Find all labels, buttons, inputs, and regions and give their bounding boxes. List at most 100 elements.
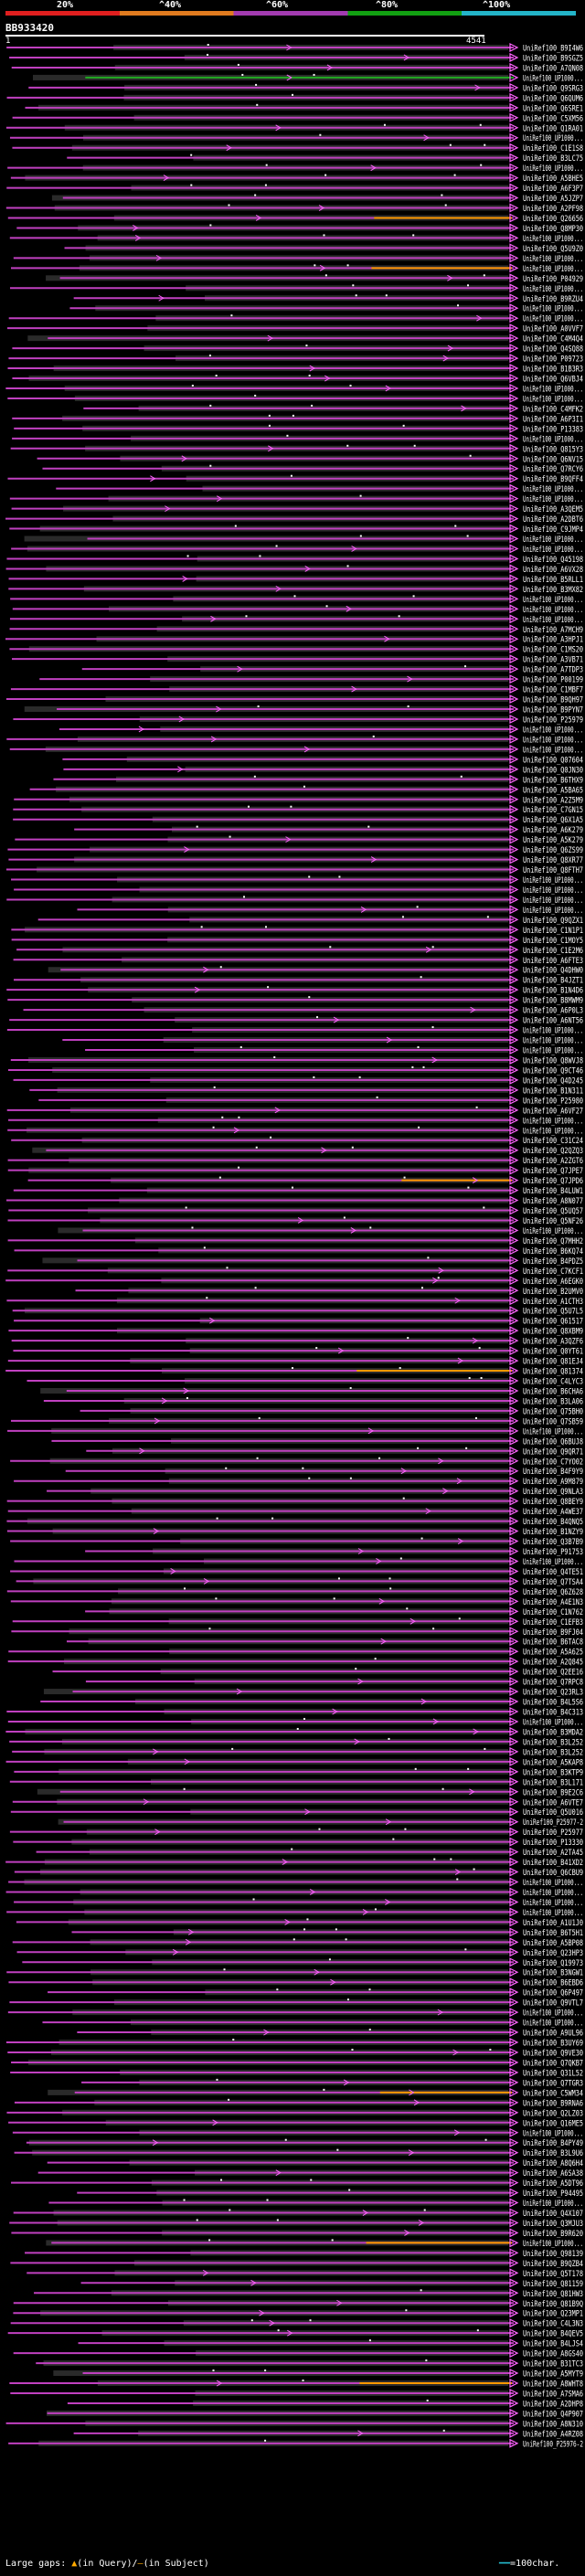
hit-row[interactable]: UniRef100_A2Q845: [7, 1657, 583, 1668]
hit-row[interactable]: UniRef100_Q5U016: [10, 1807, 583, 1818]
hit-row[interactable]: UniRef100_Q2EE16: [52, 1667, 583, 1678]
hit-row[interactable]: UniRef100_UP1000...: [14, 885, 583, 896]
hit-row[interactable]: UniRef100_UP1000...: [7, 163, 583, 175]
hit-row[interactable]: UniRef100_B1B3R3: [7, 364, 583, 375]
hit-row[interactable]: UniRef100_UP1000...: [6, 1907, 583, 1918]
hit-row[interactable]: UniRef100_Q5UQ57: [8, 1205, 583, 1217]
hit-row[interactable]: UniRef100_UP1000...: [9, 233, 583, 244]
hit-row[interactable]: UniRef100_Q6X1A5: [13, 814, 583, 826]
hit-row[interactable]: UniRef100_Q7TSA4: [16, 1576, 583, 1587]
hit-row[interactable]: UniRef100_Q4D245: [13, 1075, 583, 1087]
hit-row[interactable]: UniRef100_UP1000...: [56, 483, 583, 495]
hit-row[interactable]: UniRef100_P25977: [9, 1827, 583, 1839]
hit-row[interactable]: UniRef100_A6VX28: [5, 564, 583, 575]
hit-row[interactable]: UniRef100_Q45198: [6, 554, 583, 565]
hit-row[interactable]: UniRef100_A6SA38: [37, 2168, 583, 2179]
hit-row[interactable]: UniRef100_C4M4Q4: [27, 334, 583, 345]
hit-row[interactable]: UniRef100_A1CTH3: [6, 1296, 583, 1307]
hit-row[interactable]: UniRef100_A7QN08: [11, 62, 583, 74]
hit-row[interactable]: UniRef100_Q6CBU9: [14, 1867, 583, 1879]
hit-row[interactable]: UniRef100_Q7RCY6: [42, 463, 583, 475]
hit-row[interactable]: UniRef100_Q6SRE1: [25, 102, 583, 114]
hit-row[interactable]: UniRef100_UP1000...: [9, 614, 583, 625]
hit-row[interactable]: UniRef100_UP1000...: [14, 1897, 583, 1908]
hit-row[interactable]: UniRef100_A6F3P7: [6, 183, 583, 195]
hit-row[interactable]: UniRef100_B6CHA6: [40, 1386, 583, 1397]
hit-row[interactable]: UniRef100_Q6BUJ8: [51, 1436, 583, 1447]
hit-row[interactable]: UniRef100_A5JZP7: [51, 193, 583, 205]
hit-row[interactable]: UniRef100_P25979: [13, 715, 583, 726]
hit-row[interactable]: UniRef100_UP1000...: [11, 544, 583, 556]
hit-row[interactable]: UniRef100_A1U1J0: [16, 1917, 583, 1928]
hit-row[interactable]: UniRef100_UP1000...: [9, 133, 583, 144]
hit-row[interactable]: UniRef100_A5A625: [8, 1647, 583, 1658]
hit-row[interactable]: UniRef100_C31C24: [11, 1135, 583, 1147]
hit-row[interactable]: UniRef100_A8GS40: [13, 2348, 583, 2359]
hit-row[interactable]: UniRef100_A6P3I1: [12, 413, 583, 425]
hit-row[interactable]: UniRef100_B3MX82: [8, 584, 583, 595]
hit-row[interactable]: UniRef100_B9PYN7: [24, 705, 583, 716]
hit-row[interactable]: UniRef100_A6P0L3: [23, 1005, 583, 1016]
hit-row[interactable]: UniRef100_Q81EJ4: [7, 1356, 583, 1367]
hit-row[interactable]: UniRef100_P13383: [14, 423, 583, 435]
hit-row[interactable]: UniRef100_Q8XR77: [8, 854, 583, 866]
hit-row[interactable]: UniRef100_Q0JN30: [63, 764, 583, 776]
hit-row[interactable]: UniRef100_A6NT56: [9, 1015, 583, 1026]
hit-row[interactable]: UniRef100_B4LUW1: [13, 1185, 583, 1197]
hit-row[interactable]: UniRef100_A7SMA6: [10, 2389, 583, 2400]
hit-row[interactable]: UniRef100_Q3B7B9: [10, 1536, 583, 1548]
hit-row[interactable]: UniRef100_UP1000...: [12, 2127, 583, 2139]
hit-row[interactable]: UniRef100_Q7JPD6: [27, 1175, 583, 1187]
hit-row[interactable]: UniRef100_A4RZ08: [73, 2428, 583, 2440]
hit-row[interactable]: UniRef100_A5KAP8: [5, 1756, 583, 1768]
hit-row[interactable]: UniRef100_UP1000...: [62, 1035, 583, 1046]
hit-row[interactable]: UniRef100_B4PDZ5: [42, 1256, 583, 1267]
hit-row[interactable]: UniRef100_UP1000...: [7, 1426, 583, 1437]
hit-row[interactable]: UniRef100_C5XM56: [12, 112, 583, 123]
hit-row[interactable]: UniRef100_B3UY69: [5, 2038, 583, 2049]
hit-row[interactable]: UniRef100_Q9QZX1: [37, 915, 583, 926]
hit-row[interactable]: UniRef100_B9QH97: [5, 694, 583, 705]
hit-row[interactable]: UniRef100_A7MCH9: [9, 624, 583, 635]
hit-row[interactable]: UniRef100_A5MYT9: [53, 2369, 583, 2380]
hit-row[interactable]: UniRef100_P00199: [39, 674, 583, 685]
hit-row[interactable]: UniRef100_B9I4W6: [6, 43, 583, 54]
hit-row[interactable]: UniRef100_Q19973: [22, 1957, 583, 1968]
hit-row[interactable]: UniRef100_UP1000...: [9, 283, 583, 294]
hit-row[interactable]: UniRef100_UP1000...: [12, 433, 583, 445]
hit-row[interactable]: UniRef100_UP1000...: [77, 905, 583, 916]
hit-row[interactable]: UniRef100_B4PY49: [26, 2137, 583, 2149]
hit-row[interactable]: UniRef100_UP1000...: [11, 263, 583, 274]
hit-row[interactable]: UniRef100_UP1000...: [7, 1125, 583, 1137]
hit-row[interactable]: UniRef100_B9RNA6: [14, 2097, 583, 2109]
hit-row[interactable]: UniRef100_B3L9U6: [14, 2147, 583, 2159]
hit-row[interactable]: UniRef100_UP1000...: [33, 72, 583, 84]
hit-row[interactable]: UniRef100_C1N762: [85, 1606, 583, 1617]
hit-row[interactable]: UniRef100_A8N310: [5, 2418, 583, 2430]
hit-row[interactable]: UniRef100_Q8XBM9: [8, 1326, 583, 1337]
hit-row[interactable]: UniRef100_Q0YT61: [13, 1346, 583, 1357]
hit-row[interactable]: UniRef100_B4L5S6: [40, 1697, 583, 1708]
hit-row[interactable]: UniRef100_A3QZF6: [11, 1336, 583, 1347]
hit-row[interactable]: UniRef100_C1MOY5: [11, 935, 583, 946]
hit-row[interactable]: UniRef100_Q9VTL7: [9, 1998, 583, 2009]
hit-row[interactable]: UniRef100_C4MFK2: [83, 403, 583, 415]
hit-row[interactable]: UniRef100_Q26656: [7, 213, 583, 224]
hit-row[interactable]: UniRef100_Q2QZQ3: [32, 1145, 583, 1157]
hit-row[interactable]: UniRef100_Q5U7L5: [12, 1306, 583, 1317]
hit-row[interactable]: UniRef100_A2DHP8: [67, 2398, 583, 2410]
hit-row[interactable]: UniRef100_P09723: [8, 354, 583, 365]
hit-row[interactable]: UniRef100_Q8FTH7: [5, 864, 583, 876]
hit-row[interactable]: UniRef100_UP1000...: [6, 895, 583, 906]
hit-row[interactable]: UniRef100_B31TC3: [36, 2359, 583, 2369]
hit-row[interactable]: UniRef100_C1N1P1: [11, 925, 583, 936]
hit-row[interactable]: UniRef100_Q6Z628: [6, 1586, 583, 1597]
hit-row[interactable]: UniRef100_A2TA45: [36, 1847, 583, 1859]
hit-row[interactable]: UniRef100_Q81B9Q: [13, 2298, 583, 2309]
hit-row[interactable]: UniRef100_UP1000...: [48, 2198, 583, 2210]
hit-row[interactable]: UniRef100_Q5T178: [27, 2268, 583, 2279]
hit-row[interactable]: UniRef100_Q6P497: [48, 1988, 583, 1998]
hit-row[interactable]: UniRef100_P13330: [13, 1837, 583, 1849]
hit-row[interactable]: UniRef100_A2DBT6: [5, 514, 583, 525]
hit-row[interactable]: UniRef100_UP1000...: [6, 734, 583, 746]
